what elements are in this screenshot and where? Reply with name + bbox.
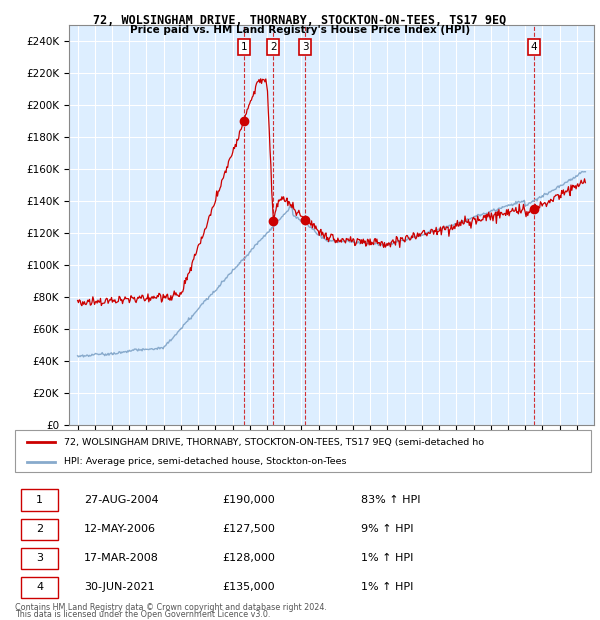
Text: 30-JUN-2021: 30-JUN-2021	[84, 582, 155, 593]
Text: 1% ↑ HPI: 1% ↑ HPI	[361, 554, 413, 564]
Text: Contains HM Land Registry data © Crown copyright and database right 2024.: Contains HM Land Registry data © Crown c…	[15, 603, 327, 612]
Text: £127,500: £127,500	[223, 525, 275, 534]
Text: 4: 4	[530, 42, 537, 52]
Text: This data is licensed under the Open Government Licence v3.0.: This data is licensed under the Open Gov…	[15, 610, 271, 619]
FancyBboxPatch shape	[15, 430, 591, 472]
Text: 3: 3	[36, 554, 43, 564]
Text: 2: 2	[270, 42, 277, 52]
Text: HPI: Average price, semi-detached house, Stockton-on-Tees: HPI: Average price, semi-detached house,…	[64, 458, 346, 466]
FancyBboxPatch shape	[21, 518, 58, 540]
Text: Price paid vs. HM Land Registry's House Price Index (HPI): Price paid vs. HM Land Registry's House …	[130, 25, 470, 35]
Text: 12-MAY-2006: 12-MAY-2006	[84, 525, 156, 534]
Text: 83% ↑ HPI: 83% ↑ HPI	[361, 495, 420, 505]
Text: 72, WOLSINGHAM DRIVE, THORNABY, STOCKTON-ON-TEES, TS17 9EQ: 72, WOLSINGHAM DRIVE, THORNABY, STOCKTON…	[94, 14, 506, 27]
Text: 9% ↑ HPI: 9% ↑ HPI	[361, 525, 413, 534]
Text: 1% ↑ HPI: 1% ↑ HPI	[361, 582, 413, 593]
Text: 4: 4	[36, 582, 43, 593]
Text: 2: 2	[36, 525, 43, 534]
Text: £128,000: £128,000	[223, 554, 275, 564]
Text: £135,000: £135,000	[223, 582, 275, 593]
Text: 3: 3	[302, 42, 308, 52]
Text: 72, WOLSINGHAM DRIVE, THORNABY, STOCKTON-ON-TEES, TS17 9EQ (semi-detached ho: 72, WOLSINGHAM DRIVE, THORNABY, STOCKTON…	[64, 438, 484, 446]
FancyBboxPatch shape	[21, 490, 58, 511]
Text: 27-AUG-2004: 27-AUG-2004	[84, 495, 159, 505]
FancyBboxPatch shape	[21, 547, 58, 569]
Text: 17-MAR-2008: 17-MAR-2008	[84, 554, 159, 564]
Text: 1: 1	[241, 42, 247, 52]
Text: 1: 1	[36, 495, 43, 505]
FancyBboxPatch shape	[21, 577, 58, 598]
Text: £190,000: £190,000	[223, 495, 275, 505]
